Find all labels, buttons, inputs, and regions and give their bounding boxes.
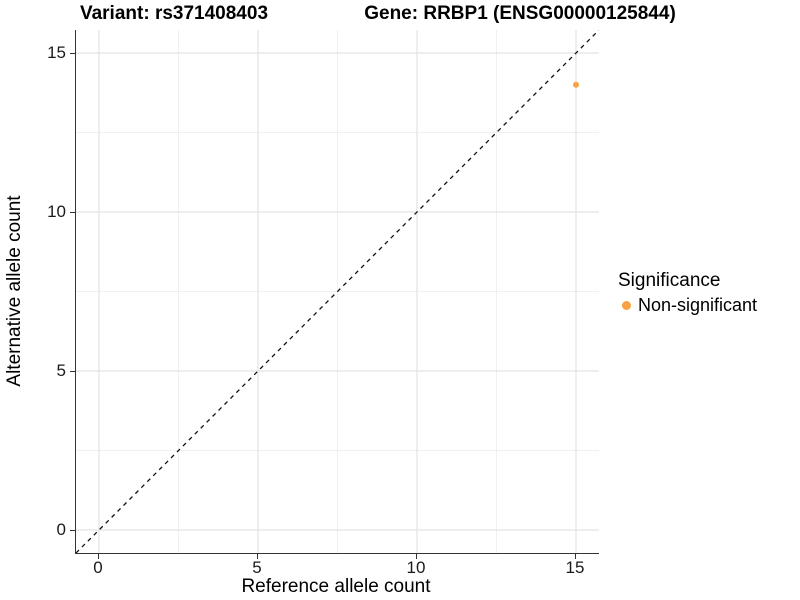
identity-reference-line [76, 30, 599, 553]
plot-title-variant: Variant: rs371408403 [79, 3, 269, 24]
x-axis-title: Reference allele count [241, 576, 431, 597]
y-axis-tick [70, 52, 75, 54]
y-tick-label: 5 [56, 361, 66, 380]
plot-panel [75, 30, 599, 554]
panel-svg [76, 30, 599, 553]
gridlines [76, 30, 599, 553]
data-point [573, 81, 579, 88]
plot-title-gene: Gene: RRBP1 (ENSG00000125844) [364, 3, 676, 24]
legend: Significance Non-significant [618, 270, 757, 316]
x-axis-tick [415, 554, 417, 559]
y-tick-label: 0 [56, 520, 66, 539]
x-tick-label: 5 [252, 558, 262, 577]
x-axis-tick [574, 554, 576, 559]
x-axis-tick [256, 554, 258, 559]
x-tick-label: 15 [565, 558, 585, 577]
y-axis-title: Alternative allele count [4, 195, 25, 387]
legend-point-icon [622, 301, 631, 310]
legend-entry: Non-significant [622, 295, 757, 316]
y-tick-label: 10 [47, 202, 66, 221]
y-axis-tick [70, 529, 75, 531]
x-tick-label: 10 [406, 558, 426, 577]
x-tick-label: 0 [93, 558, 103, 577]
legend-title: Significance [618, 270, 721, 291]
x-axis-tick [97, 554, 99, 559]
legend-entry-label: Non-significant [638, 295, 758, 315]
y-tick-label: 15 [47, 43, 66, 62]
y-axis-tick [70, 370, 75, 372]
y-axis-tick [70, 211, 75, 213]
